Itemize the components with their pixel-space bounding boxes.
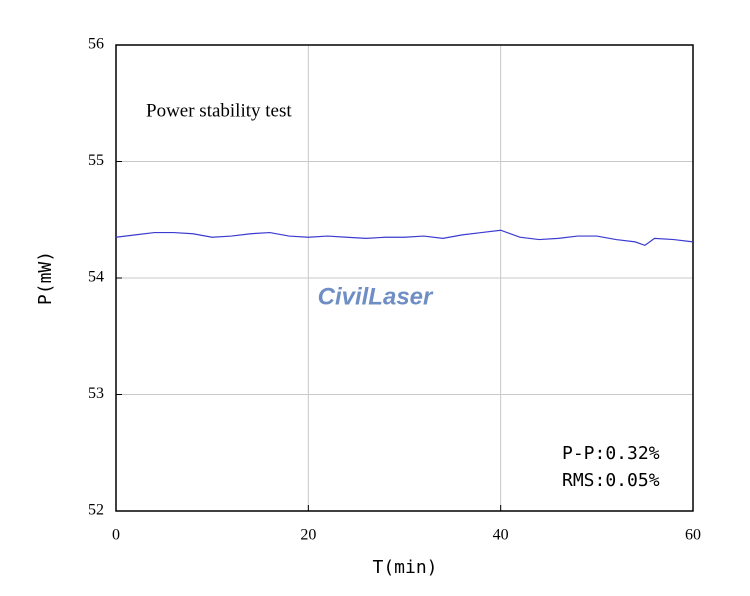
y-axis-label: P(mW) xyxy=(35,251,56,305)
annotation: RMS:0.05% xyxy=(562,470,660,491)
y-tick-label: 56 xyxy=(88,36,104,53)
x-tick-label: 0 xyxy=(112,527,120,544)
x-tick-label: 60 xyxy=(685,527,701,544)
y-tick-label: 55 xyxy=(88,152,104,169)
y-tick-label: 53 xyxy=(88,385,104,402)
data-line xyxy=(115,229,694,247)
plot-frame xyxy=(115,44,694,512)
x-tick-label: 20 xyxy=(300,527,316,544)
chart-title: Power stability test xyxy=(146,100,292,121)
x-axis-label: T(min) xyxy=(372,557,437,578)
watermark: CivilLaser xyxy=(318,283,434,310)
x-tick-label: 40 xyxy=(493,527,509,544)
annotation: P-P:0.32% xyxy=(562,443,660,464)
y-tick-label: 52 xyxy=(88,502,104,519)
y-tick-label: 54 xyxy=(88,269,104,286)
